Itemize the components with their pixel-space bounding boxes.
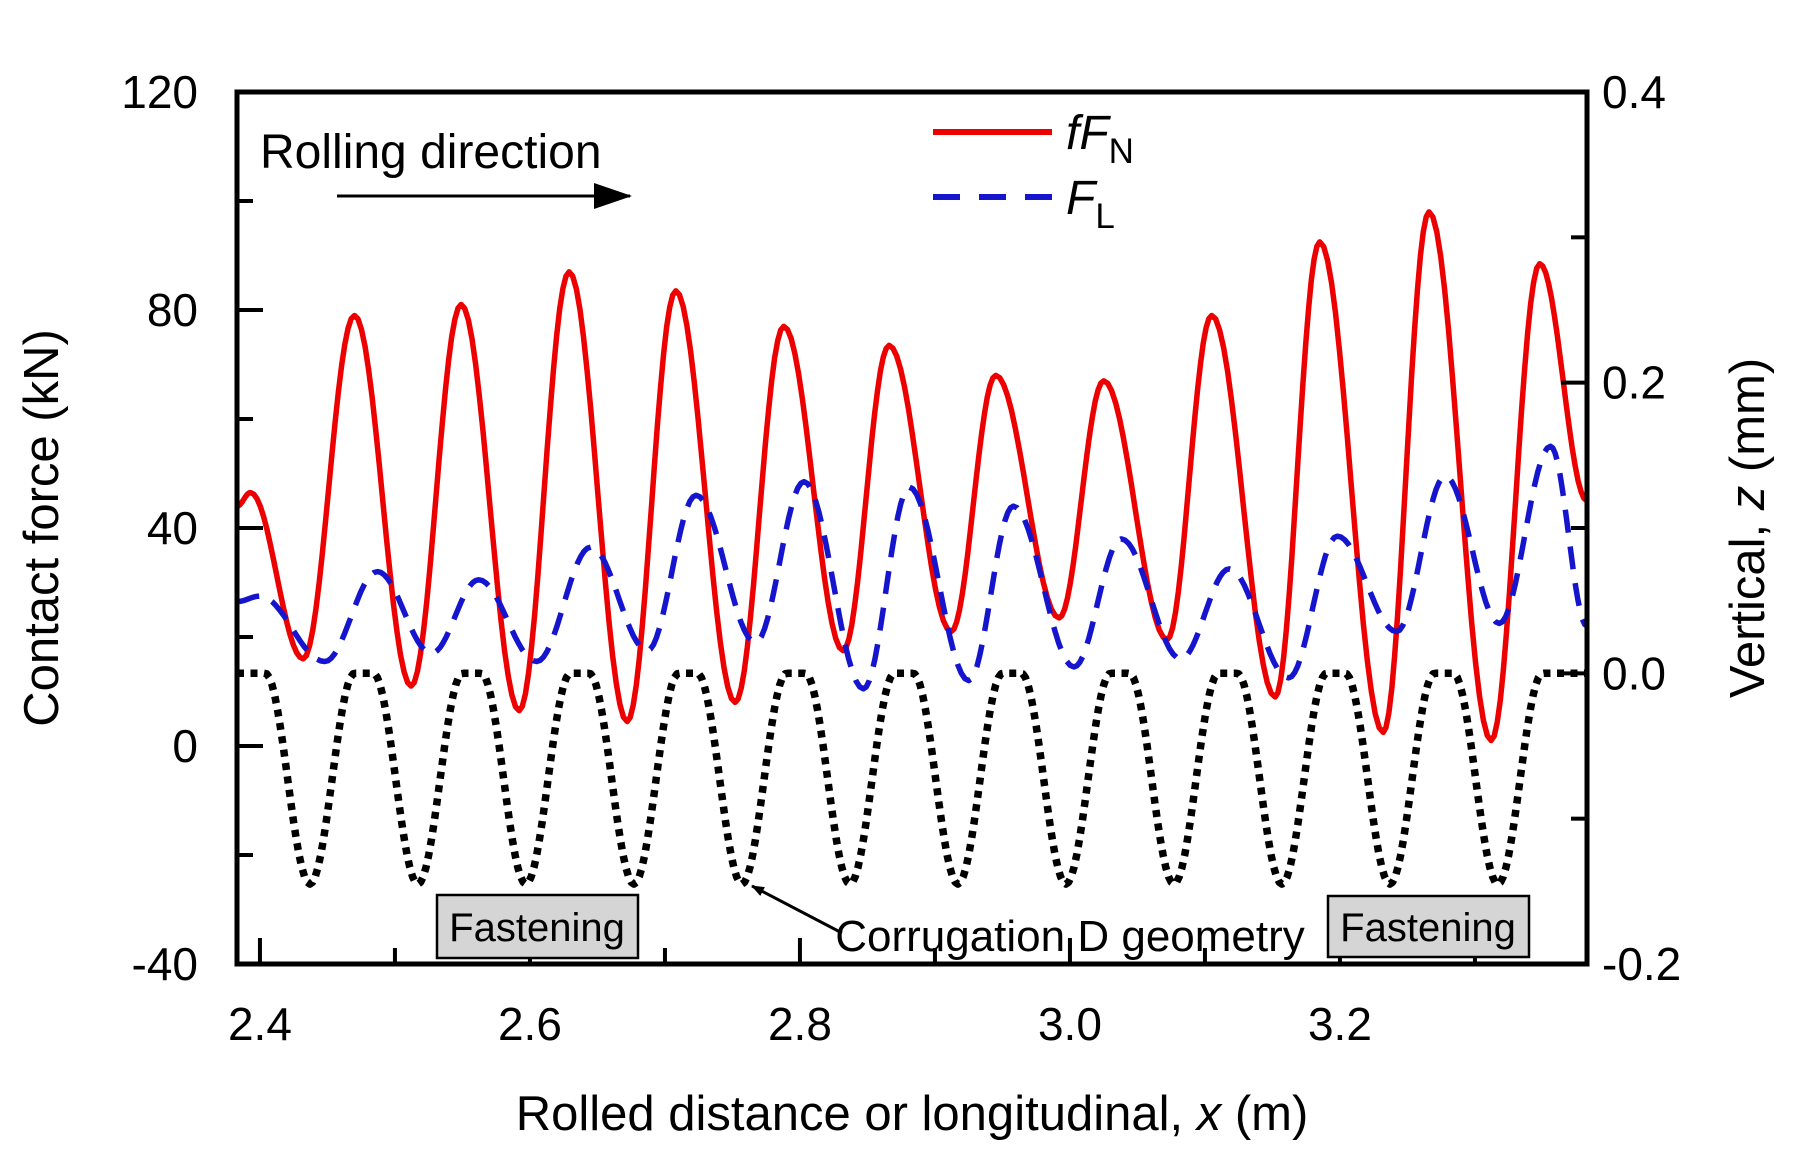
y-right-tick-label: 0.2 (1602, 357, 1666, 409)
corrugation-annotation-arrow (751, 884, 843, 935)
series-ffn-curve (235, 209, 1589, 744)
corrugation-annotation-label: Corrugation D geometry (835, 912, 1305, 961)
x-tick-label: 3.2 (1308, 998, 1372, 1050)
y-left-tick-label: 0 (172, 720, 198, 772)
fastening-right-box (1326, 894, 1531, 959)
y-left-tick-label: 80 (147, 284, 198, 336)
fastening-left: Fastening (435, 893, 640, 960)
y-right-tick-label: 0.4 (1602, 66, 1666, 118)
x-tick-label: 3.0 (1038, 998, 1102, 1050)
fastening-left-label: Fastening (449, 906, 625, 950)
y-left-tick-label: -40 (132, 938, 198, 990)
fastening-right: Fastening (1326, 894, 1531, 959)
axes-ticks: 2.4 2.6 2.8 3.0 3.2 -40 0 40 80 120 -0.2 0.0 0.2 0.4 (121, 66, 1681, 1050)
y-left-tick-label: 120 (121, 66, 198, 118)
legend-label-fl: FL (1066, 172, 1115, 236)
legend-label-ffn: fFN (1066, 107, 1134, 171)
y-axis-right-title: Vertical, z (mm) (1721, 358, 1775, 698)
fastening-left-box (435, 893, 640, 960)
y-right-tick-label: 0.0 (1602, 647, 1666, 699)
plot-frame (234, 89, 1590, 967)
x-tick-label: 2.8 (768, 998, 832, 1050)
legend: fFN FL (933, 107, 1134, 236)
rolling-direction-label: Rolling direction (260, 126, 602, 179)
fastening-right-label: Fastening (1340, 906, 1516, 950)
series-corrugation_d-curve (235, 669, 1589, 888)
y-axis-left-title: Contact force (kN) (15, 329, 69, 727)
x-axis-title: Rolled distance or longitudinal, x (m) (516, 1087, 1309, 1141)
x-tick-label: 2.6 (498, 998, 562, 1050)
y-right-tick-label: -0.2 (1602, 938, 1681, 990)
y-left-tick-label: 40 (147, 502, 198, 554)
series-curves (235, 209, 1589, 888)
series-fl-curve (235, 443, 1589, 692)
x-tick-label: 2.4 (228, 998, 292, 1050)
